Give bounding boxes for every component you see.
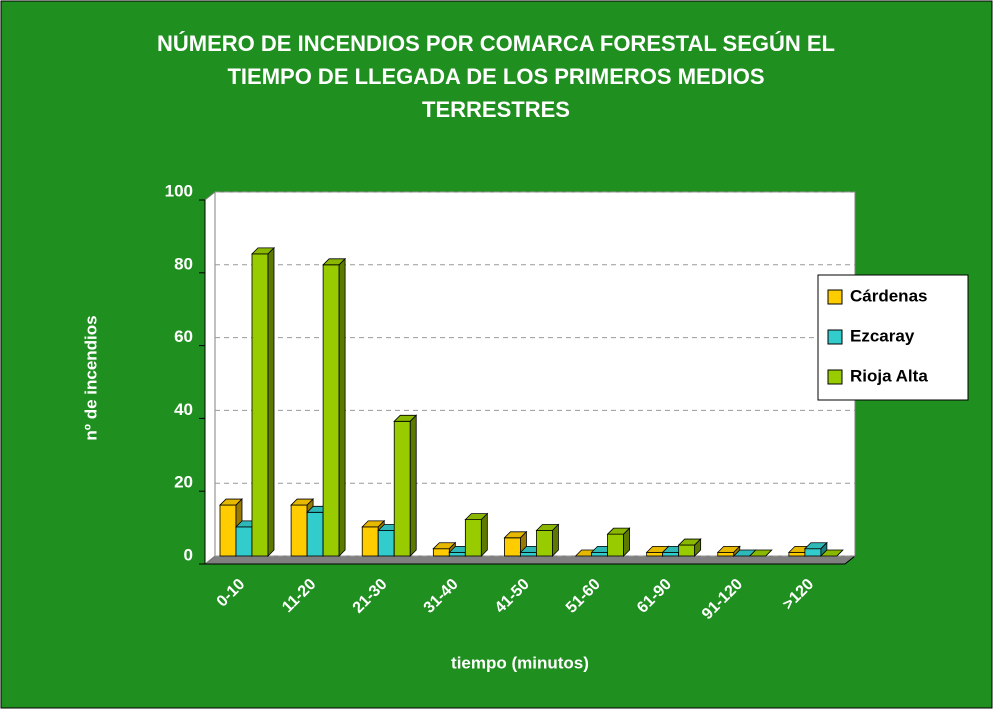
bar-front (432, 548, 450, 557)
bar (677, 538, 702, 557)
chart-title: NÚMERO DE INCENDIOS POR COMARCA FORESTAL… (157, 31, 835, 56)
y-tick-label: 40 (174, 400, 193, 419)
bar-front (306, 511, 324, 557)
bar-front (235, 526, 253, 557)
bar-side (267, 246, 275, 557)
bar-front (678, 544, 696, 557)
bar-front (717, 551, 735, 557)
y-tick-label: 60 (174, 327, 193, 346)
bar (606, 527, 631, 557)
chart-title: TIEMPO DE LLEGADA DE LOS PRIMEROS MEDIOS (227, 64, 764, 89)
side-wall (204, 190, 216, 566)
bar-side (694, 538, 702, 557)
legend-swatch (827, 329, 843, 345)
bar-front (464, 519, 482, 557)
bar-front (504, 537, 521, 557)
bar-front (377, 530, 395, 557)
bar-front (448, 551, 466, 557)
bar-side (338, 257, 346, 557)
bar-front (788, 551, 806, 557)
y-tick-label: 100 (165, 181, 193, 200)
bar-front (804, 548, 822, 557)
bar (748, 549, 773, 557)
back-wall (214, 191, 856, 557)
legend-label: Ezcaray (850, 326, 915, 345)
bar-front (393, 420, 411, 557)
bar-front (591, 551, 608, 557)
bar-front (290, 504, 308, 557)
bar-front (251, 253, 269, 557)
y-axis-title: nº de incendios (81, 315, 100, 440)
bar-front (536, 530, 553, 557)
bar-front (219, 504, 237, 557)
bar-side (409, 414, 417, 557)
bar-side (552, 523, 559, 557)
bar-front (662, 551, 680, 557)
bar-side (765, 549, 773, 557)
bar (393, 414, 418, 557)
bar (716, 545, 741, 557)
bar-front (322, 264, 340, 557)
bar (464, 512, 489, 557)
bar-side (480, 512, 488, 557)
bar (819, 549, 844, 557)
x-axis-title: tiempo (minutos) (451, 653, 589, 672)
legend-swatch (827, 369, 843, 385)
legend-label: Cárdenas (850, 286, 927, 305)
legend-swatch (827, 289, 843, 305)
bar-front (646, 551, 664, 557)
bar-side (836, 549, 844, 557)
bar (251, 246, 275, 557)
bar-side (623, 527, 630, 557)
floor (203, 555, 857, 565)
y-tick-label: 20 (174, 473, 193, 492)
bar-front (361, 526, 379, 557)
bar-front (520, 551, 537, 557)
y-tick-label: 0 (184, 545, 193, 564)
bar (322, 257, 347, 557)
legend-label: Rioja Alta (850, 366, 928, 385)
y-tick-label: 80 (174, 254, 193, 273)
bar-front (607, 533, 624, 557)
chart-title: TERRESTRES (422, 97, 570, 122)
bar (535, 523, 560, 557)
legend (817, 274, 969, 401)
